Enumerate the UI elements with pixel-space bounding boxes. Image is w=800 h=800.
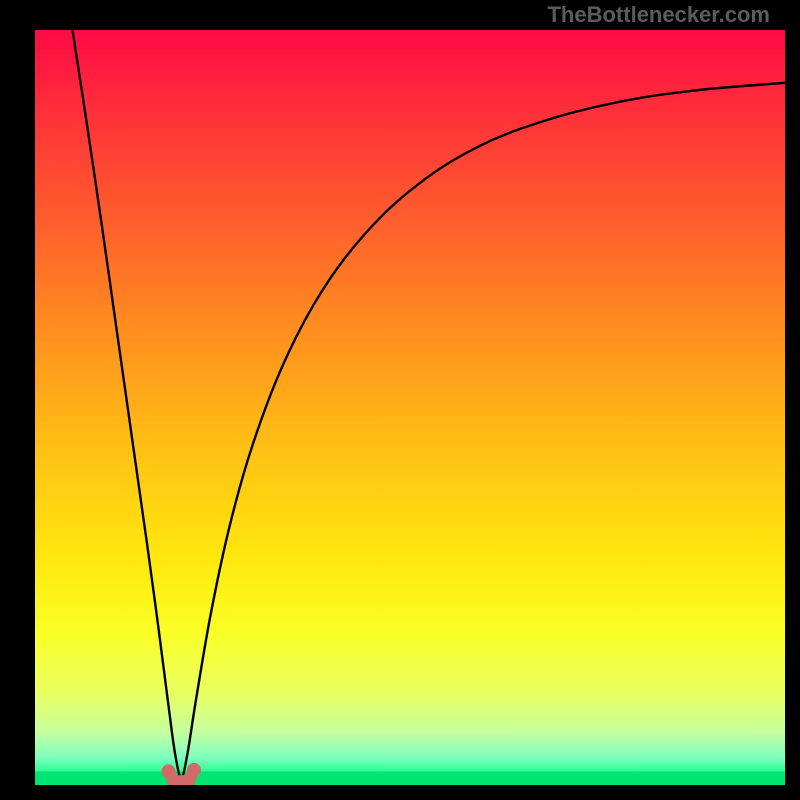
plot-area [35, 30, 785, 785]
watermark-text: TheBottlenecker.com [547, 2, 770, 28]
bottom-band [35, 771, 785, 785]
marker-dot [187, 763, 201, 777]
bottleneck-curve [73, 30, 786, 777]
chart-svg [35, 30, 785, 785]
